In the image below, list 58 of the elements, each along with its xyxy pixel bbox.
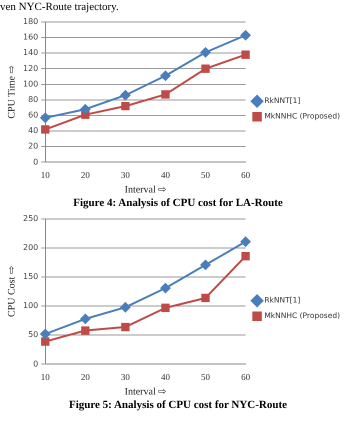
point	[201, 294, 210, 302]
y-tick-label: 150	[22, 272, 38, 282]
y-tick-label: 180	[22, 17, 38, 26]
point	[240, 236, 251, 247]
point	[200, 47, 211, 58]
x-tick-label: 50	[201, 372, 211, 382]
x-tick-label: 60	[241, 170, 251, 180]
x-tick-label: 60	[241, 372, 251, 382]
point	[81, 326, 90, 335]
point	[40, 329, 50, 339]
y-tick-label: 60	[28, 110, 38, 120]
point	[200, 260, 211, 270]
point	[80, 104, 90, 114]
x-axis-title: Interval ⇨	[124, 184, 166, 196]
point	[121, 322, 130, 332]
y-tick-label: 80	[28, 94, 38, 104]
text: ven NYC-Route trajectory.	[0, 0, 120, 14]
y-axis-title: CPU Cost ⇨	[6, 266, 18, 317]
x-tick-label: 40	[160, 372, 170, 382]
y-tick-label: 40	[28, 126, 38, 136]
point	[241, 50, 250, 59]
y-tick-label: 140	[22, 48, 38, 58]
x-tick-label: 30	[120, 372, 130, 382]
y-tick-label: 100	[22, 79, 38, 88]
x-tick-label: 10	[40, 372, 50, 382]
point	[40, 112, 50, 123]
point	[240, 30, 251, 40]
point	[201, 64, 210, 73]
point	[160, 283, 170, 294]
point	[160, 70, 170, 81]
point	[121, 102, 130, 110]
x-tick-label: 40	[160, 170, 170, 180]
x-axis-title: Interval ⇨	[124, 386, 166, 398]
y-tick-label: 120	[22, 64, 38, 73]
y-tick-label: 100	[22, 301, 38, 310]
y-tick-label: 0	[33, 157, 38, 166]
point	[41, 337, 50, 346]
x-tick-label: 20	[80, 372, 90, 382]
text: Figure 5: Analysis of CPU cost for NYC-Route	[68, 398, 288, 413]
point	[120, 90, 130, 100]
y-tick-label: 160	[22, 32, 38, 42]
x-tick-label: 30	[120, 170, 130, 180]
y-tick-label: 20	[28, 142, 38, 151]
point	[241, 252, 250, 260]
x-tick-label: 20	[80, 170, 90, 180]
point	[41, 125, 50, 134]
text: Figure 4: Analysis of CPU cost for LA-Route	[72, 196, 284, 211]
y-tick-label: 200	[22, 243, 38, 252]
point	[120, 302, 130, 312]
point	[80, 314, 90, 324]
y-tick-label: 250	[22, 214, 38, 224]
point	[161, 304, 170, 312]
x-tick-label: 50	[201, 170, 211, 180]
y-axis-title: CPU Time ⇨	[6, 66, 18, 119]
y-tick-label: 0	[33, 359, 38, 368]
point	[161, 90, 170, 99]
x-tick-label: 10	[40, 170, 50, 180]
y-tick-label: 50	[28, 330, 38, 340]
